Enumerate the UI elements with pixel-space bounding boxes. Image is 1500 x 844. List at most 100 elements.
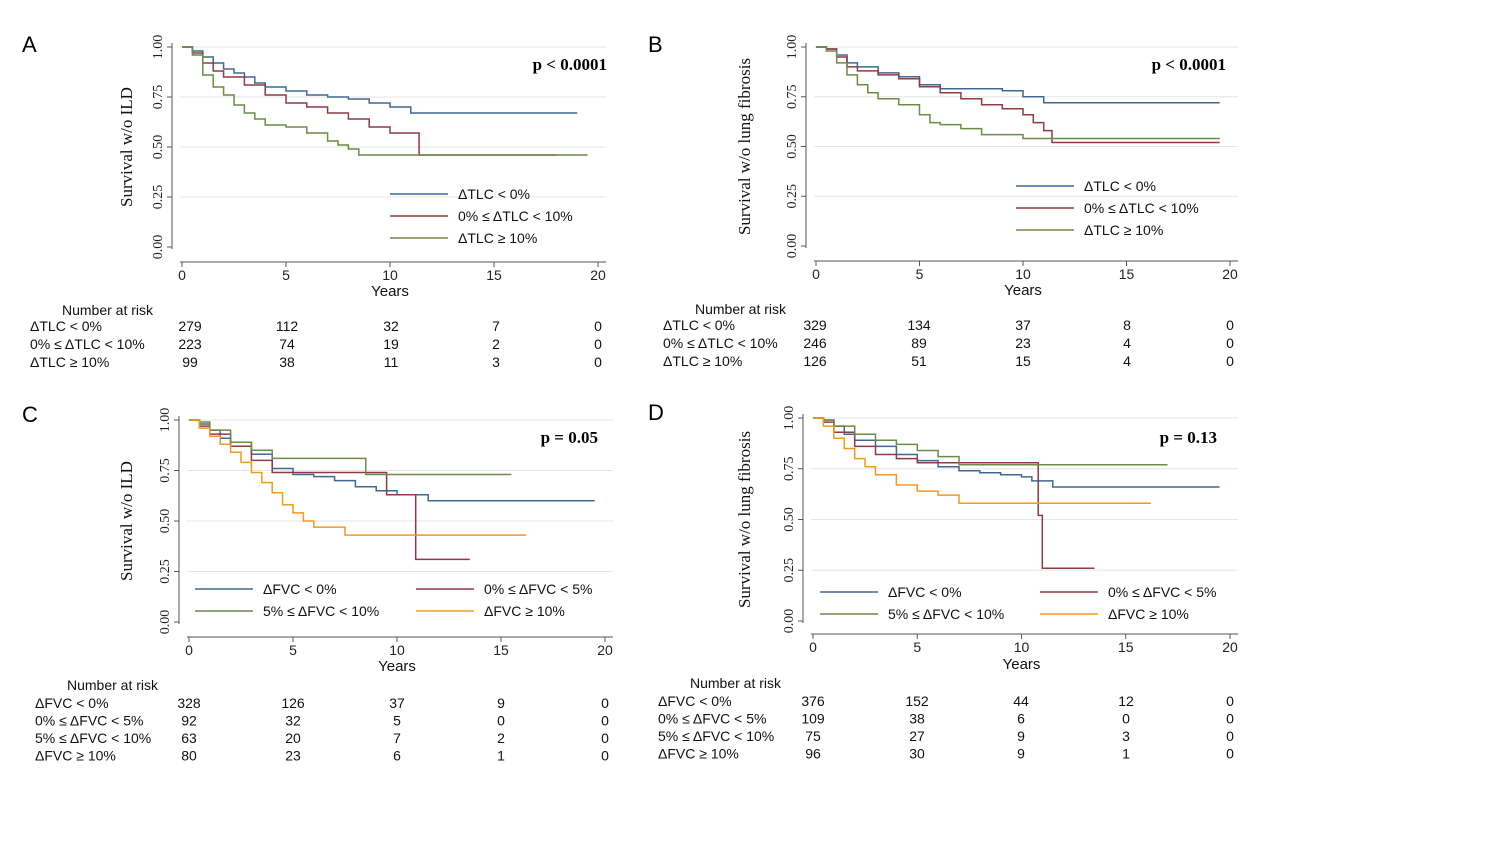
risk-count: 11 <box>384 354 399 370</box>
risk-count: 0 <box>1226 335 1234 351</box>
y-tick-label: 0.75 <box>158 458 173 483</box>
risk-count: 6 <box>393 748 401 764</box>
y-tick-label: 0.25 <box>151 185 166 210</box>
risk-count: 0 <box>1226 353 1234 369</box>
risk-count: 2 <box>497 730 505 746</box>
survival-curve-2 <box>813 417 1095 569</box>
risk-count: 38 <box>909 711 925 727</box>
risk-count: 9 <box>497 695 505 711</box>
p-value-label: p = 0.13 <box>1160 428 1217 447</box>
x-axis-title: Years <box>1003 656 1041 673</box>
y-tick-label: 0.00 <box>151 235 166 260</box>
risk-table-header: Number at risk <box>695 301 787 317</box>
risk-count: 0 <box>594 354 602 370</box>
x-axis-title: Years <box>371 283 409 300</box>
risk-count: 4 <box>1123 335 1131 351</box>
risk-row-label: 5% ≤ ΔFVC < 10% <box>35 730 151 746</box>
panel-letter: C <box>22 402 38 427</box>
risk-count: 3 <box>492 354 500 370</box>
risk-count: 328 <box>177 695 201 711</box>
survival-curve-1 <box>182 46 578 114</box>
y-tick-label: 0.50 <box>151 135 166 160</box>
panel-letter: B <box>648 32 663 57</box>
y-axis-title: Survival w/o lung fibrosis <box>735 431 754 608</box>
x-tick-label: 0 <box>185 642 193 658</box>
x-tick-label: 15 <box>1118 639 1134 655</box>
risk-count: 223 <box>178 336 202 352</box>
risk-count: 0 <box>1226 693 1234 709</box>
y-tick-label: 0.75 <box>782 457 797 482</box>
risk-row-label: 5% ≤ ΔFVC < 10% <box>658 728 774 744</box>
legend: ΔFVC < 0% 0% ≤ ΔFVC < 5% 5% ≤ ΔFVC < 10% ΔF… <box>820 584 1216 622</box>
legend-label: 0% ≤ ΔFVC < 5% <box>1108 584 1216 600</box>
legend-label: ΔFVC < 0% <box>263 581 337 597</box>
risk-row-label: ΔTLC ≥ 10% <box>663 353 742 369</box>
risk-count: 12 <box>1118 693 1134 709</box>
risk-row-label: ΔTLC ≥ 10% <box>30 354 109 370</box>
risk-row-label: ΔFVC < 0% <box>658 693 732 709</box>
risk-count: 99 <box>182 354 198 370</box>
x-tick-label: 10 <box>1015 266 1031 282</box>
risk-count: 0 <box>1226 711 1234 727</box>
x-tick-label: 5 <box>916 266 924 282</box>
risk-count: 80 <box>181 748 197 764</box>
risk-count: 92 <box>181 713 197 729</box>
x-tick-label: 20 <box>590 267 606 283</box>
survival-curve-3 <box>816 46 1220 140</box>
risk-count: 0 <box>601 713 609 729</box>
x-tick-label: 5 <box>913 639 921 655</box>
x-axis-title: Years <box>1004 282 1042 299</box>
risk-count: 30 <box>909 746 925 762</box>
risk-count: 134 <box>907 317 931 333</box>
risk-count: 6 <box>1017 711 1025 727</box>
risk-count: 1 <box>1122 746 1130 762</box>
risk-count: 126 <box>803 353 827 369</box>
risk-count: 20 <box>285 730 301 746</box>
risk-count: 0 <box>601 695 609 711</box>
risk-table-header: Number at risk <box>690 675 782 691</box>
survival-curve-2 <box>182 46 557 156</box>
risk-count: 3 <box>1122 728 1130 744</box>
survival-curve-2 <box>189 419 470 561</box>
risk-count: 0 <box>601 748 609 764</box>
risk-count: 0 <box>1226 728 1234 744</box>
x-tick-label: 10 <box>389 642 405 658</box>
risk-count: 246 <box>803 335 827 351</box>
risk-count: 89 <box>911 335 927 351</box>
risk-row-label: 0% ≤ ΔFVC < 5% <box>35 713 143 729</box>
risk-count: 109 <box>801 711 825 727</box>
x-tick-label: 0 <box>812 266 820 282</box>
x-tick-label: 15 <box>1119 266 1135 282</box>
y-tick-label: 0.75 <box>785 85 800 110</box>
risk-count: 1 <box>497 748 505 764</box>
risk-count: 0 <box>497 713 505 729</box>
x-tick-label: 5 <box>282 267 290 283</box>
risk-count: 63 <box>181 730 197 746</box>
legend: ΔTLC < 0% 0% ≤ ΔTLC < 10% ΔTLC ≥ 10% <box>1016 178 1199 238</box>
y-tick-label: 0.25 <box>782 558 797 583</box>
x-tick-label: 15 <box>486 267 502 283</box>
risk-row-label: ΔFVC ≥ 10% <box>658 746 739 762</box>
y-tick-label: 0.50 <box>782 507 797 532</box>
risk-row-label: ΔTLC < 0% <box>30 318 102 334</box>
risk-row-label: ΔFVC < 0% <box>35 695 109 711</box>
legend-label: ΔFVC ≥ 10% <box>1108 606 1189 622</box>
x-axis-title: Years <box>378 658 416 675</box>
risk-count: 9 <box>1017 746 1025 762</box>
risk-count: 23 <box>285 748 301 764</box>
legend-label: ΔFVC < 0% <box>888 584 962 600</box>
risk-row-label: 0% ≤ ΔTLC < 10% <box>30 336 145 352</box>
risk-table: Number at risk ΔFVC < 0% 376 152 44 12 0 0% ≤ Δ… <box>658 675 1234 762</box>
risk-count: 27 <box>909 728 925 744</box>
risk-count: 32 <box>383 318 399 334</box>
survival-curve-1 <box>189 419 595 502</box>
x-tick-label: 10 <box>382 267 398 283</box>
x-tick-label: 0 <box>809 639 817 655</box>
y-tick-label: 1.00 <box>782 406 797 431</box>
p-value-label: p < 0.0001 <box>533 55 607 74</box>
